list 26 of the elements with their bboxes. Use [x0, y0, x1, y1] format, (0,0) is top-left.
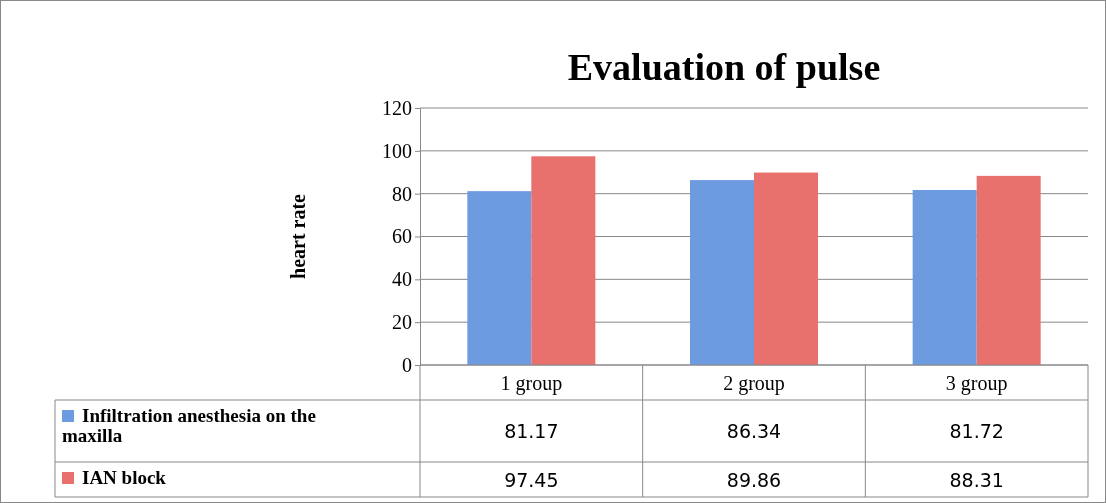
chart-title: Evaluation of pulse	[567, 46, 881, 88]
x-tick-label: 3 group	[945, 372, 1008, 395]
bar	[467, 191, 532, 365]
data-label: 88.31	[949, 468, 1004, 491]
bar	[690, 180, 754, 365]
y-tick-label: 100	[382, 139, 412, 162]
legend-label: Infiltration anesthesia on the maxilla	[62, 405, 316, 446]
y-tick-label: 80	[392, 182, 412, 205]
x-tick-label: 1 group	[500, 372, 563, 395]
bar	[976, 175, 1041, 365]
bar	[531, 156, 596, 365]
bar	[754, 172, 818, 365]
data-label: 86.34	[726, 420, 782, 442]
y-axis-title: heart rate	[287, 193, 309, 279]
data-label: 81.17	[504, 420, 559, 442]
y-tick-label: 0	[402, 353, 412, 376]
x-tick-label: 2 group	[723, 372, 785, 395]
legend-label: IAN block	[82, 467, 167, 488]
data-label: 89.86	[726, 468, 782, 491]
bar	[912, 189, 977, 365]
data-label: 81.72	[949, 420, 1004, 442]
data-label: 97.45	[504, 468, 559, 491]
y-tick-label: 40	[392, 268, 412, 291]
y-tick-label: 20	[392, 311, 412, 334]
y-tick-label: 60	[392, 225, 412, 248]
y-tick-label: 120	[382, 96, 412, 119]
